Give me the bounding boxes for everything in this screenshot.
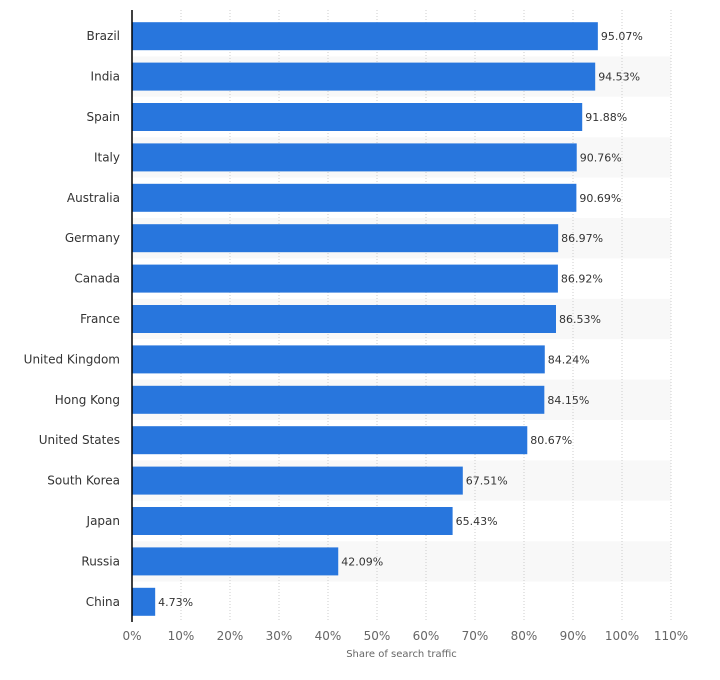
category-label: India bbox=[91, 70, 120, 84]
data-label: 90.69% bbox=[579, 192, 621, 205]
data-label: 86.97% bbox=[561, 232, 603, 245]
category-label: Italy bbox=[94, 150, 120, 164]
data-label: 42.09% bbox=[341, 555, 383, 568]
category-label: Spain bbox=[86, 110, 120, 124]
category-label: Hong Kong bbox=[55, 393, 120, 407]
bar bbox=[132, 587, 156, 616]
category-label: United States bbox=[39, 433, 120, 447]
data-label: 86.53% bbox=[559, 313, 601, 326]
data-label: 84.24% bbox=[548, 353, 590, 366]
bar bbox=[132, 103, 583, 131]
category-label: Germany bbox=[65, 231, 120, 245]
x-tick-label: 110% bbox=[654, 629, 688, 643]
category-label: Russia bbox=[81, 554, 120, 568]
category-label: Japan bbox=[86, 514, 120, 528]
x-tick-label: 80% bbox=[511, 629, 538, 643]
x-tick-label: 50% bbox=[364, 629, 391, 643]
category-label: China bbox=[86, 595, 120, 609]
x-tick-label: 30% bbox=[266, 629, 293, 643]
category-label: South Korea bbox=[47, 474, 120, 488]
bar bbox=[132, 143, 577, 172]
x-tick-label: 60% bbox=[413, 629, 440, 643]
bar bbox=[132, 466, 463, 495]
bar bbox=[132, 507, 453, 535]
data-label: 65.43% bbox=[456, 515, 498, 528]
data-label: 86.92% bbox=[561, 273, 603, 286]
data-label: 90.76% bbox=[580, 151, 622, 164]
data-label: 91.88% bbox=[585, 111, 627, 124]
bar bbox=[132, 305, 556, 333]
data-label: 67.51% bbox=[466, 475, 508, 488]
data-label: 95.07% bbox=[601, 30, 643, 43]
x-tick-label: 0% bbox=[122, 629, 141, 643]
bar bbox=[132, 385, 545, 414]
data-label: 4.73% bbox=[158, 596, 193, 609]
category-label: France bbox=[80, 312, 120, 326]
bar bbox=[132, 62, 596, 91]
bar bbox=[132, 547, 339, 576]
category-label: United Kingdom bbox=[24, 352, 120, 366]
x-tick-label: 100% bbox=[605, 629, 639, 643]
data-label: 84.15% bbox=[547, 394, 589, 407]
bar bbox=[132, 264, 558, 293]
bar bbox=[132, 426, 528, 455]
data-label: 80.67% bbox=[530, 434, 572, 447]
category-label: Australia bbox=[67, 191, 120, 205]
bar bbox=[132, 224, 559, 253]
bar bbox=[132, 22, 598, 51]
bar bbox=[132, 183, 577, 212]
x-axis-title: Share of search traffic bbox=[346, 649, 457, 660]
category-label: Brazil bbox=[87, 29, 121, 43]
x-tick-label: 90% bbox=[560, 629, 587, 643]
category-label: Canada bbox=[74, 272, 120, 286]
x-tick-label: 70% bbox=[462, 629, 489, 643]
x-tick-label: 10% bbox=[168, 629, 195, 643]
bar bbox=[132, 345, 545, 374]
data-label: 94.53% bbox=[598, 71, 640, 84]
x-tick-label: 20% bbox=[217, 629, 244, 643]
x-tick-label: 40% bbox=[315, 629, 342, 643]
